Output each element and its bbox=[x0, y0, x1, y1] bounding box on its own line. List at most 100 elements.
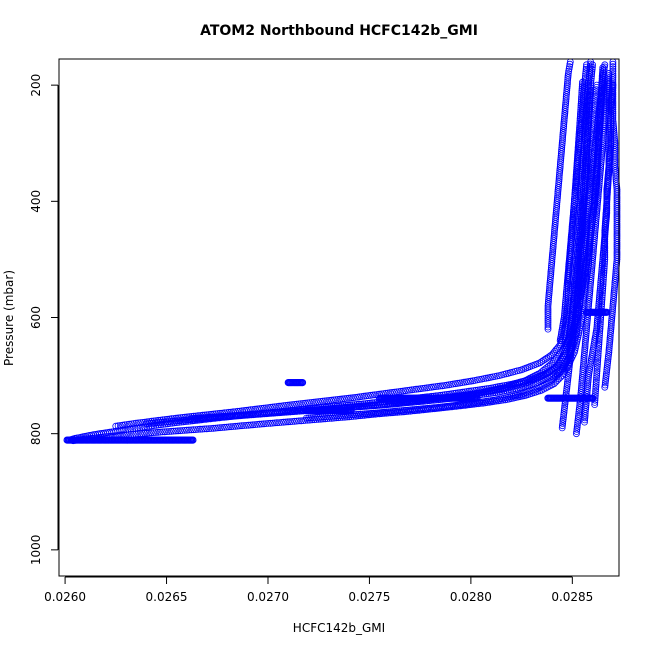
data-point bbox=[607, 126, 615, 134]
data-point bbox=[597, 163, 605, 170]
data-point bbox=[597, 160, 605, 168]
data-point bbox=[336, 395, 344, 403]
data-point bbox=[282, 418, 290, 426]
data-point bbox=[478, 398, 486, 406]
data-point bbox=[582, 336, 589, 344]
x-tick-label: 0.0260 bbox=[44, 590, 86, 604]
data-point bbox=[547, 266, 555, 274]
data-point bbox=[425, 384, 433, 391]
data-point bbox=[606, 332, 614, 339]
data-point bbox=[583, 146, 591, 154]
data-point bbox=[193, 414, 201, 422]
data-point bbox=[514, 391, 521, 399]
data-point bbox=[583, 317, 591, 325]
data-point bbox=[480, 375, 488, 383]
data-point bbox=[550, 230, 558, 238]
data-point bbox=[577, 263, 585, 271]
data-point bbox=[550, 234, 558, 242]
data-point bbox=[592, 134, 600, 142]
data-point bbox=[573, 295, 581, 303]
data-point bbox=[603, 202, 610, 210]
data-point bbox=[443, 381, 451, 389]
data-point bbox=[605, 351, 612, 358]
data-point bbox=[574, 289, 582, 297]
data-point bbox=[600, 267, 608, 275]
data-point bbox=[295, 417, 303, 425]
data-point bbox=[441, 403, 449, 410]
data-point bbox=[214, 424, 222, 432]
data-point bbox=[589, 163, 596, 170]
x-axis: 0.0260 0.0265 0.0270 0.0275 0.0280 0.0285 bbox=[44, 576, 593, 604]
data-point bbox=[560, 409, 568, 417]
data-point bbox=[119, 421, 126, 429]
data-point bbox=[499, 396, 507, 404]
data-point bbox=[580, 86, 588, 93]
data-point bbox=[486, 387, 494, 395]
data-point bbox=[601, 258, 608, 266]
data-point bbox=[562, 97, 570, 105]
data-point bbox=[566, 60, 574, 68]
data-point bbox=[559, 129, 567, 137]
data-point bbox=[586, 285, 594, 293]
data-point bbox=[593, 365, 601, 373]
data-point bbox=[271, 409, 279, 417]
data-point bbox=[575, 282, 583, 290]
data-point bbox=[256, 410, 264, 418]
data-point bbox=[590, 152, 598, 160]
data-point bbox=[224, 412, 232, 420]
data-point bbox=[605, 173, 612, 181]
data-point bbox=[460, 378, 468, 386]
data-point bbox=[567, 348, 575, 356]
data-point bbox=[556, 163, 564, 170]
data-point bbox=[190, 426, 197, 434]
data-point bbox=[201, 425, 208, 433]
data-point bbox=[575, 280, 583, 288]
data-point bbox=[579, 102, 587, 110]
data-point bbox=[347, 394, 355, 402]
x-tick-label: 0.0280 bbox=[450, 590, 492, 604]
data-point bbox=[586, 283, 594, 291]
data-point bbox=[601, 242, 609, 250]
data-point bbox=[452, 401, 460, 409]
data-point bbox=[562, 290, 570, 298]
data-point bbox=[173, 417, 181, 425]
data-point bbox=[585, 118, 593, 125]
data-point bbox=[574, 421, 581, 429]
data-point bbox=[585, 193, 593, 201]
data-point bbox=[559, 420, 567, 427]
data-point bbox=[269, 409, 277, 417]
data-point bbox=[564, 374, 572, 382]
data-point bbox=[156, 419, 163, 426]
data-point bbox=[375, 401, 383, 409]
data-point bbox=[577, 386, 585, 394]
data-point bbox=[564, 273, 572, 281]
data-point bbox=[284, 408, 292, 416]
data-point bbox=[596, 329, 603, 337]
x-tick-label: 0.0265 bbox=[146, 590, 188, 604]
data-point bbox=[577, 265, 585, 273]
data-point bbox=[583, 150, 591, 158]
data-point bbox=[560, 413, 567, 421]
data-point bbox=[254, 410, 262, 418]
data-point bbox=[142, 420, 150, 428]
data-point bbox=[245, 411, 253, 418]
data-point bbox=[421, 384, 429, 392]
data-point bbox=[357, 402, 365, 410]
data-point bbox=[596, 97, 604, 105]
data-point bbox=[592, 381, 600, 388]
data-point bbox=[175, 417, 183, 425]
data-point bbox=[568, 221, 576, 229]
data-point bbox=[607, 144, 614, 152]
data-point bbox=[587, 359, 595, 367]
data-point bbox=[293, 407, 301, 415]
data-point bbox=[566, 356, 574, 364]
data-point bbox=[278, 408, 286, 416]
data-point bbox=[497, 397, 505, 404]
data-point bbox=[476, 376, 483, 383]
data-point bbox=[613, 234, 621, 242]
data-point bbox=[566, 359, 574, 366]
data-point bbox=[147, 419, 155, 427]
data-point bbox=[579, 245, 587, 253]
data-point bbox=[576, 136, 584, 144]
data-point bbox=[121, 421, 129, 429]
